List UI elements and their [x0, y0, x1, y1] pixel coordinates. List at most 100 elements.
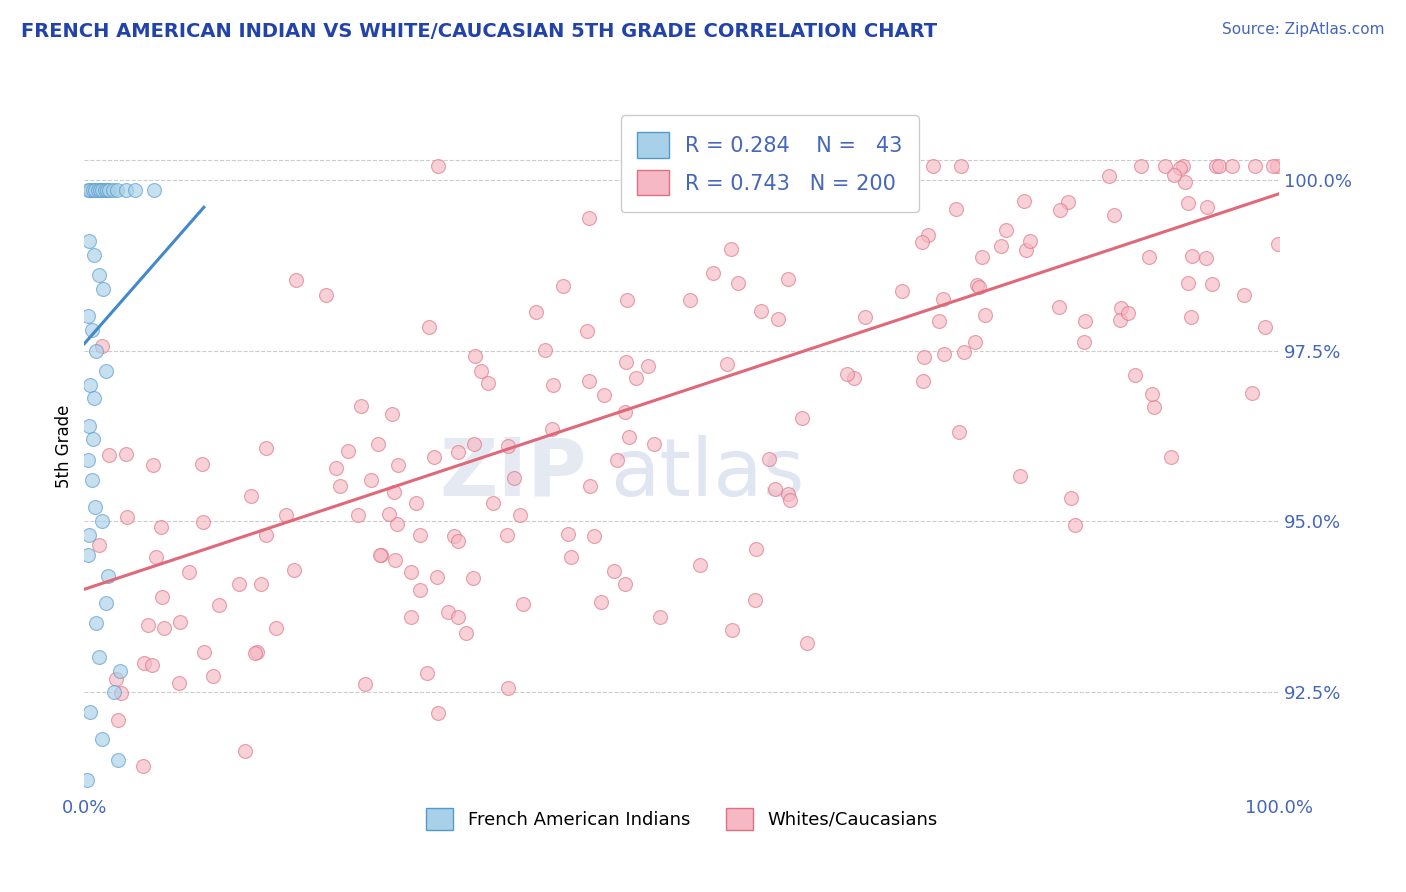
Point	[368, 548, 391, 562]
Point	[399, 609, 422, 624]
Point	[77, 452, 100, 467]
Point	[96, 183, 118, 197]
Point	[250, 577, 273, 591]
Point	[463, 437, 485, 451]
Point	[169, 675, 191, 690]
Point	[150, 590, 173, 604]
Point	[1060, 491, 1083, 506]
Point	[399, 565, 422, 579]
Point	[77, 548, 100, 562]
Point	[1180, 310, 1202, 324]
Point	[177, 565, 200, 579]
Point	[541, 422, 564, 436]
Point	[423, 450, 446, 464]
Point	[953, 344, 976, 359]
Point	[79, 183, 101, 197]
Point	[730, 159, 752, 173]
Point	[1233, 287, 1256, 301]
Point	[763, 483, 786, 497]
Point	[1047, 300, 1070, 314]
Point	[1220, 159, 1243, 173]
Point	[1109, 313, 1132, 327]
Point	[616, 293, 638, 307]
Point	[512, 597, 534, 611]
Point	[378, 507, 401, 521]
Point	[1163, 168, 1185, 182]
Point	[418, 320, 440, 334]
Point	[110, 664, 132, 678]
Point	[416, 665, 439, 680]
Point	[702, 266, 724, 280]
Point	[149, 519, 172, 533]
Point	[1171, 159, 1194, 173]
Point	[689, 558, 711, 572]
Point	[87, 538, 110, 552]
Point	[648, 609, 671, 624]
Point	[169, 615, 191, 629]
Point	[1130, 159, 1153, 173]
Point	[509, 508, 531, 522]
Point	[966, 277, 988, 292]
Point	[541, 377, 564, 392]
Point	[844, 370, 866, 384]
Point	[77, 310, 100, 324]
Point	[93, 183, 115, 197]
Point	[589, 595, 612, 609]
Point	[526, 304, 548, 318]
Point	[1174, 175, 1197, 189]
Point	[1160, 450, 1182, 464]
Point	[349, 399, 371, 413]
Point	[409, 528, 432, 542]
Point	[409, 583, 432, 598]
Point	[384, 552, 406, 566]
Point	[193, 515, 215, 529]
Point	[1010, 469, 1032, 483]
Point	[1063, 518, 1085, 533]
Point	[83, 248, 105, 262]
Point	[583, 529, 606, 543]
Point	[103, 684, 125, 698]
Point	[86, 616, 108, 631]
Point	[1104, 208, 1126, 222]
Point	[153, 621, 176, 635]
Point	[1201, 277, 1223, 292]
Point	[727, 276, 749, 290]
Point	[315, 288, 337, 302]
Point	[437, 606, 460, 620]
Point	[87, 650, 110, 665]
Point	[98, 448, 121, 462]
Point	[132, 759, 155, 773]
Point	[994, 223, 1017, 237]
Point	[283, 563, 305, 577]
Point	[89, 183, 111, 197]
Point	[606, 453, 628, 467]
Point	[1154, 159, 1177, 173]
Point	[443, 529, 465, 543]
Text: Source: ZipAtlas.com: Source: ZipAtlas.com	[1222, 22, 1385, 37]
Point	[346, 508, 368, 522]
Point	[207, 598, 229, 612]
Point	[381, 407, 404, 421]
Point	[593, 388, 616, 402]
Point	[79, 377, 101, 392]
Point	[83, 391, 105, 405]
Point	[1142, 387, 1164, 401]
Point	[502, 471, 524, 485]
Point	[243, 646, 266, 660]
Point	[928, 314, 950, 328]
Point	[498, 439, 520, 453]
Point	[617, 430, 640, 444]
Point	[354, 677, 377, 691]
Point	[98, 183, 121, 197]
Point	[84, 183, 107, 197]
Point	[91, 514, 114, 528]
Point	[86, 183, 108, 197]
Point	[1263, 159, 1285, 173]
Point	[426, 569, 449, 583]
Point	[446, 444, 468, 458]
Point	[716, 357, 738, 371]
Point	[82, 432, 104, 446]
Point	[94, 596, 117, 610]
Point	[1098, 169, 1121, 183]
Point	[141, 658, 163, 673]
